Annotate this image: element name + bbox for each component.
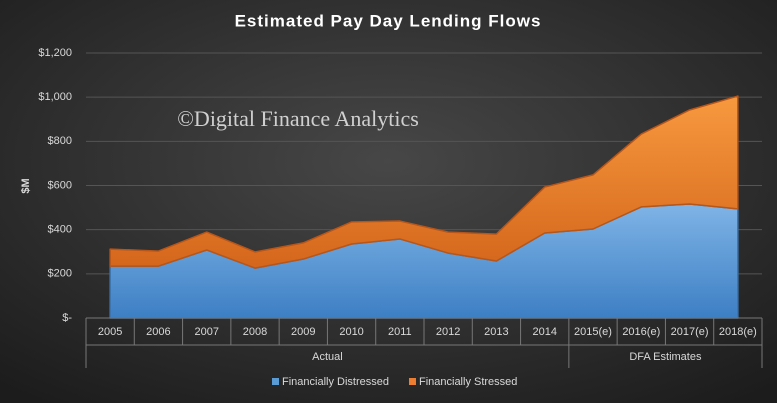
legend-swatch: [408, 378, 416, 385]
x-tick-label: 2016(e): [622, 326, 660, 338]
x-tick-label: 2007: [194, 326, 218, 338]
y-axis-label: $M: [20, 178, 32, 193]
y-tick-label: $-: [62, 312, 72, 324]
x-tick-label: 2018(e): [719, 326, 757, 338]
watermark: ©Digital Finance Analytics: [177, 106, 419, 131]
y-tick-label: $1,000: [38, 91, 72, 103]
y-tick-label: $400: [48, 224, 72, 236]
x-tick-label: 2015(e): [574, 326, 612, 338]
y-tick-label: $200: [48, 268, 72, 280]
y-tick-label: $600: [48, 179, 72, 191]
legend-label: Financially Distressed: [282, 376, 389, 388]
legend-label: Financially Stressed: [419, 376, 517, 388]
x-tick-label: 2010: [339, 326, 363, 338]
x-tick-label: 2008: [243, 326, 267, 338]
x-tick-label: 2014: [532, 326, 556, 338]
area: [109, 95, 739, 269]
x-tick-label: 2006: [146, 326, 170, 338]
chart-title: Estimated Pay Day Lending Flows: [235, 11, 542, 30]
legend: Financially Distressed Financially Stress…: [272, 376, 517, 388]
y-tick-label: $800: [48, 135, 72, 147]
legend-swatch: [272, 378, 279, 385]
x-tick-label: 2009: [291, 326, 315, 338]
plot: [109, 95, 739, 319]
x-tick-label: 2005: [98, 326, 122, 338]
x-tick-label: 2013: [484, 326, 508, 338]
x-tick-label: 2012: [436, 326, 460, 338]
x-tick-label: 2011: [388, 326, 412, 338]
group-label: Actual: [312, 351, 343, 363]
x-axis: 2005 2006 2007 2008 2009 2010 2011 2012 2013 2014…: [85, 317, 763, 368]
group-label: DFA Estimates: [629, 351, 702, 363]
x-tick-label: 2017(e): [671, 326, 709, 338]
y-tick-label: $1,200: [38, 47, 72, 59]
